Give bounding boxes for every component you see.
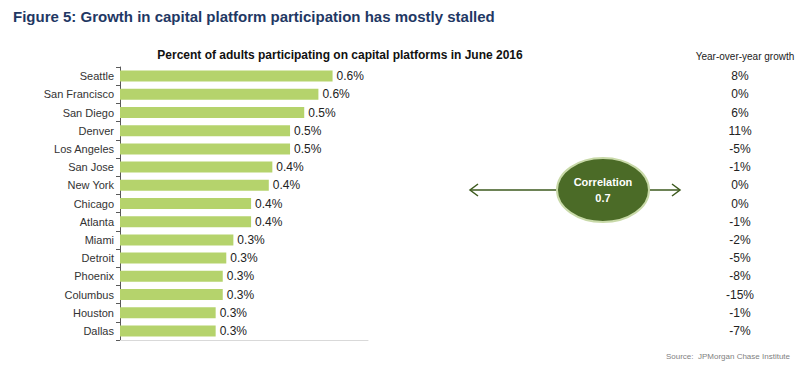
svg-text:0.3%: 0.3% (230, 251, 258, 265)
svg-text:-2%: -2% (729, 233, 751, 247)
svg-text:0.5%: 0.5% (294, 142, 322, 156)
svg-text:Phoenix: Phoenix (74, 270, 114, 282)
svg-text:Los Angeles: Los Angeles (54, 143, 114, 155)
svg-text:0%: 0% (731, 197, 749, 211)
svg-text:Dallas: Dallas (83, 325, 114, 337)
svg-text:Detroit: Detroit (82, 252, 114, 264)
svg-text:Columbus: Columbus (64, 289, 114, 301)
svg-text:0.5%: 0.5% (308, 106, 336, 120)
svg-text:0.4%: 0.4% (255, 197, 283, 211)
svg-text:0.6%: 0.6% (322, 87, 350, 101)
svg-text:Year-over-year growth: Year-over-year growth (696, 51, 795, 62)
svg-text:0.3%: 0.3% (220, 306, 248, 320)
svg-text:-8%: -8% (729, 269, 751, 283)
svg-text:-5%: -5% (729, 142, 751, 156)
svg-text:Denver: Denver (79, 125, 115, 137)
svg-text:San Diego: San Diego (63, 107, 114, 119)
svg-text:Source: JPMorgan Chase Instit: Source: JPMorgan Chase Institute (666, 352, 791, 361)
svg-text:-1%: -1% (729, 215, 751, 229)
svg-text:Percent of adults participatin: Percent of adults participating on capit… (157, 48, 523, 62)
svg-text:-15%: -15% (726, 288, 754, 302)
svg-text:0.3%: 0.3% (227, 288, 255, 302)
svg-text:0.3%: 0.3% (227, 269, 255, 283)
svg-text:6%: 6% (731, 106, 749, 120)
svg-text:0.4%: 0.4% (276, 160, 304, 174)
svg-text:-5%: -5% (729, 251, 751, 265)
svg-text:Atlanta: Atlanta (80, 216, 115, 228)
svg-text:New York: New York (68, 179, 115, 191)
svg-text:0.4%: 0.4% (255, 215, 283, 229)
svg-text:0.7: 0.7 (595, 192, 610, 204)
svg-text:0.6%: 0.6% (337, 69, 365, 83)
svg-text:0.5%: 0.5% (294, 124, 322, 138)
svg-text:-7%: -7% (729, 324, 751, 338)
svg-text:Miami: Miami (85, 234, 114, 246)
svg-text:Figure 5: Growth in capital pl: Figure 5: Growth in capital platform par… (13, 8, 495, 25)
svg-text:Correlation: Correlation (574, 176, 633, 188)
svg-text:8%: 8% (731, 69, 749, 83)
svg-text:0.4%: 0.4% (273, 178, 301, 192)
svg-text:Houston: Houston (73, 307, 114, 319)
svg-text:Chicago: Chicago (74, 198, 114, 210)
svg-text:Seattle: Seattle (80, 70, 114, 82)
svg-text:0%: 0% (731, 87, 749, 101)
svg-text:0%: 0% (731, 178, 749, 192)
svg-text:-1%: -1% (729, 160, 751, 174)
svg-text:-1%: -1% (729, 306, 751, 320)
svg-text:San Jose: San Jose (68, 161, 114, 173)
svg-text:11%: 11% (728, 124, 751, 138)
svg-text:San Francisco: San Francisco (44, 88, 114, 100)
svg-text:0.3%: 0.3% (220, 324, 248, 338)
svg-text:0.3%: 0.3% (237, 233, 265, 247)
